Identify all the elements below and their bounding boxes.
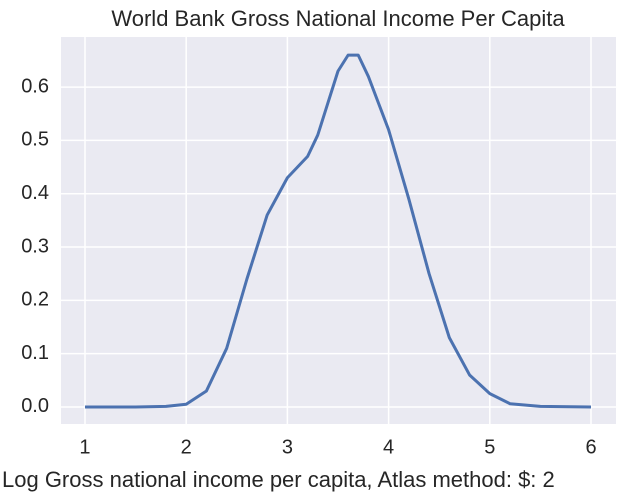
y-tick-label: 0.2 bbox=[21, 289, 49, 311]
plot-area bbox=[61, 37, 616, 424]
line-series bbox=[84, 53, 592, 409]
x-tick-label: 5 bbox=[484, 436, 495, 458]
chart-title: World Bank Gross National Income Per Cap… bbox=[111, 6, 565, 31]
y-tick-label: 0.3 bbox=[21, 235, 49, 257]
y-tick-label: 0.0 bbox=[21, 395, 49, 417]
x-tick-label: 3 bbox=[282, 436, 293, 458]
y-tick-label: 0.1 bbox=[21, 342, 49, 364]
x-tick-label: 6 bbox=[585, 436, 596, 458]
x-tick-label: 1 bbox=[79, 436, 90, 458]
y-tick-label: 0.6 bbox=[21, 75, 49, 97]
x-tick-label: 4 bbox=[383, 436, 394, 458]
y-tick-label: 0.5 bbox=[21, 129, 49, 151]
y-tick-label: 0.4 bbox=[21, 182, 49, 204]
x-axis-label: Log Gross national income per capita, At… bbox=[2, 467, 555, 492]
x-tick-label: 2 bbox=[181, 436, 192, 458]
